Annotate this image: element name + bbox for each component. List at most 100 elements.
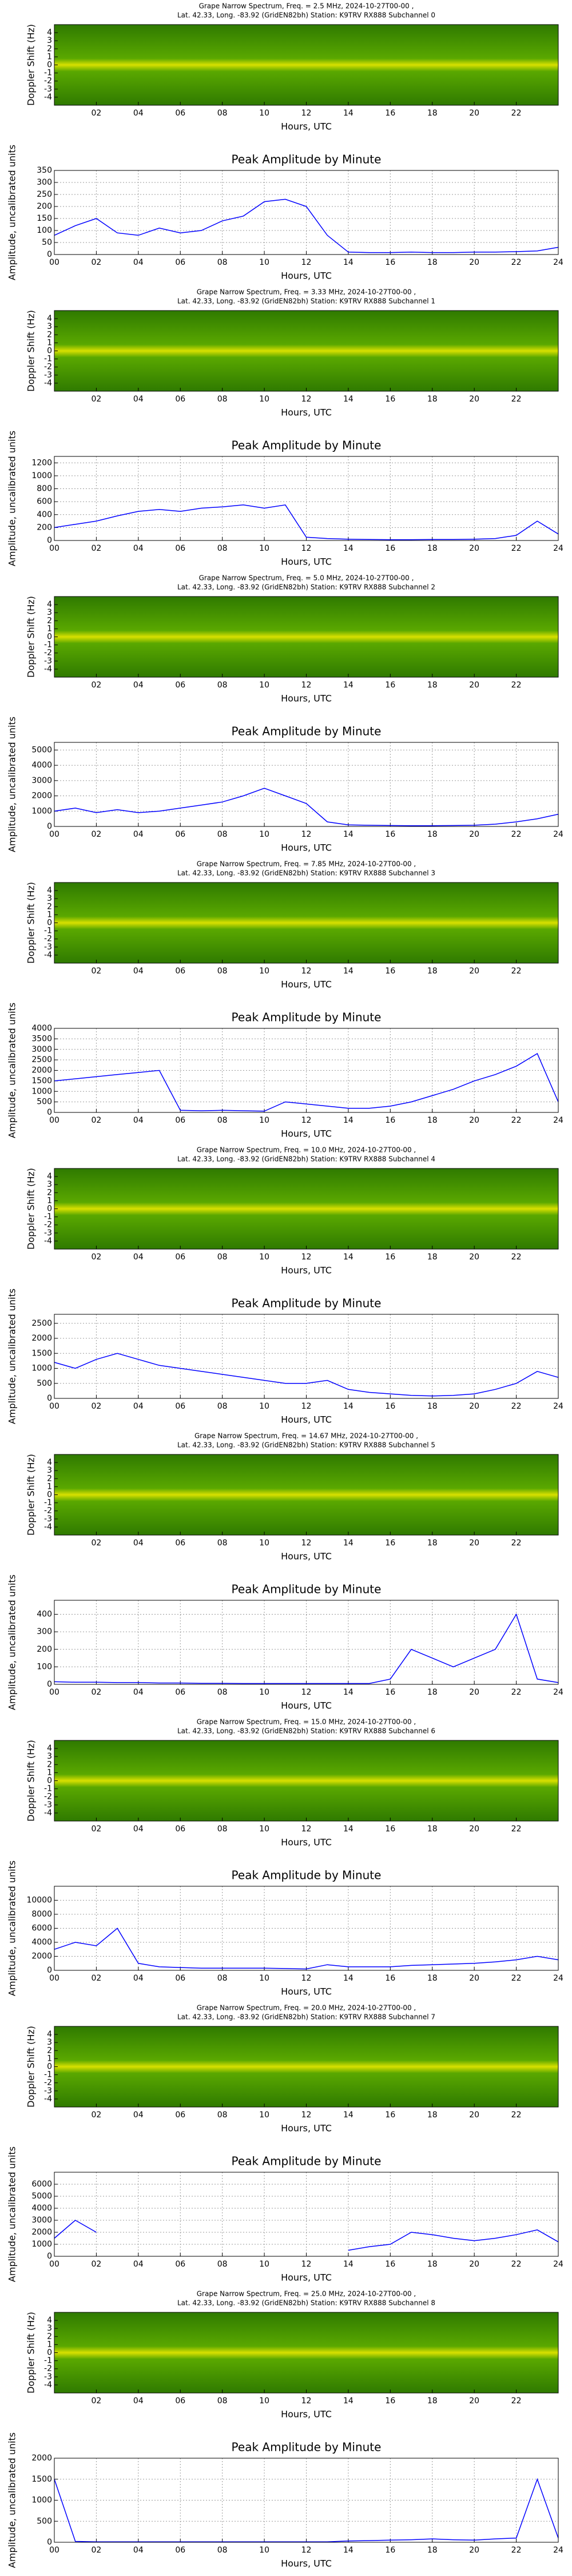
y-tick-label: 0 <box>47 250 52 259</box>
y-tick-label: 2000 <box>31 792 52 801</box>
x-tick-label: 18 <box>427 1539 438 1548</box>
y-tick-label: -3 <box>44 1800 52 1810</box>
x-tick-label: 22 <box>511 1539 522 1548</box>
x-tick-label: 02 <box>92 681 102 690</box>
x-tick-label: 02 <box>92 1688 102 1697</box>
x-tick-label: 08 <box>217 1402 228 1411</box>
chart-title: Grape Narrow Spectrum, Freq. = 7.85 MHz,… <box>197 860 416 868</box>
x-tick-label: 00 <box>49 1974 59 1983</box>
x-tick-label: 04 <box>133 1402 144 1411</box>
y-axis-label: Doppler Shift (Hz) <box>26 596 37 678</box>
y-tick-label: -4 <box>44 379 52 388</box>
y-tick-label: 2000 <box>31 1952 52 1961</box>
y-tick-label: 500 <box>37 1098 52 1107</box>
plot-frame <box>54 2026 559 2108</box>
y-tick-label: 4 <box>47 886 52 895</box>
y-tick-label: -4 <box>44 93 52 102</box>
x-tick-label: 02 <box>92 109 102 118</box>
y-tick-label: 4 <box>47 1172 52 1181</box>
x-tick-label: 20 <box>469 830 479 839</box>
spectrogram-image <box>54 311 558 391</box>
y-tick-label: 4000 <box>31 1938 52 1947</box>
x-tick-label: 22 <box>511 1253 522 1262</box>
plot-frame <box>54 596 559 678</box>
x-tick-label: 22 <box>511 2260 522 2269</box>
x-tick-label: 20 <box>469 1539 479 1548</box>
x-tick-label: 08 <box>217 830 228 839</box>
y-tick-label: 300 <box>37 1627 52 1636</box>
x-tick-label: 12 <box>301 395 312 404</box>
chart-title: Peak Amplitude by Minute <box>232 1583 382 1596</box>
chart-title: Peak Amplitude by Minute <box>232 153 382 166</box>
x-tick-label: 22 <box>511 681 522 690</box>
x-tick-label: 04 <box>133 1539 144 1548</box>
x-axis-label: Hours, UTC <box>281 556 332 567</box>
y-tick-label: 0 <box>47 2252 52 2261</box>
x-axis-label: Hours, UTC <box>281 407 332 418</box>
x-tick-label: 12 <box>301 544 312 553</box>
x-tick-label: 24 <box>553 1688 563 1697</box>
x-tick-label: 14 <box>343 109 353 118</box>
y-tick-label: -4 <box>44 1808 52 1818</box>
x-tick-label: 16 <box>385 967 395 976</box>
y-tick-label: 2000 <box>31 2454 52 2463</box>
y-tick-label: 3 <box>47 1466 52 1475</box>
x-axis-label: Hours, UTC <box>281 1265 332 1276</box>
x-tick-label: 00 <box>49 1402 59 1411</box>
spectrogram-image <box>54 2312 558 2393</box>
x-tick-label: 14 <box>343 967 353 976</box>
x-tick-label: 02 <box>92 967 102 976</box>
y-axis-label: Amplitude, uncalibrated units <box>7 1003 18 1138</box>
x-tick-label: 18 <box>427 1253 438 1262</box>
x-tick-label: 16 <box>385 1253 395 1262</box>
x-tick-label: 04 <box>133 2396 144 2406</box>
chart-title: Grape Narrow Spectrum, Freq. = 14.67 MHz… <box>194 1432 418 1440</box>
x-tick-label: 10 <box>259 830 269 839</box>
x-tick-label: 06 <box>175 1539 185 1548</box>
y-tick-label: 2000 <box>31 1066 52 1075</box>
x-tick-label: 20 <box>469 967 479 976</box>
x-tick-label: 06 <box>175 2110 185 2120</box>
x-tick-label: 22 <box>511 1974 522 1983</box>
chart-subtitle: Lat. 42.33, Long. -83.92 (GridEN82bh) St… <box>177 869 435 877</box>
chart-title: Grape Narrow Spectrum, Freq. = 25.0 MHz,… <box>197 2290 416 2298</box>
x-tick-label: 04 <box>133 2546 144 2555</box>
y-tick-label: 0 <box>47 1108 52 1117</box>
y-tick-label: 1200 <box>31 458 52 467</box>
amplitude-line <box>54 1613 559 1684</box>
x-tick-label: 20 <box>469 544 479 553</box>
x-tick-label: 10 <box>259 258 269 267</box>
x-tick-label: 18 <box>427 1824 438 1834</box>
y-tick-label: 0 <box>47 1966 52 1975</box>
x-tick-label: 12 <box>301 2260 312 2269</box>
y-tick-label: -3 <box>44 1514 52 1524</box>
x-tick-label: 06 <box>175 1824 185 1834</box>
x-tick-label: 14 <box>343 1824 353 1834</box>
x-tick-label: 06 <box>175 2396 185 2406</box>
y-tick-label: 500 <box>37 2517 52 2526</box>
x-tick-label: 20 <box>469 1688 479 1697</box>
y-tick-label: 1 <box>47 2340 52 2349</box>
x-tick-label: 16 <box>385 1974 395 1983</box>
x-tick-label: 10 <box>259 395 269 404</box>
x-tick-label: 10 <box>259 1974 269 1983</box>
y-tick-label: 150 <box>37 214 52 223</box>
x-tick-label: 04 <box>133 544 144 553</box>
y-tick-label: 1500 <box>31 2475 52 2484</box>
x-axis-label: Hours, UTC <box>281 1551 332 1562</box>
x-tick-label: 06 <box>175 395 185 404</box>
chart-subtitle: Lat. 42.33, Long. -83.92 (GridEN82bh) St… <box>177 1727 435 1735</box>
x-tick-label: 06 <box>175 2546 185 2555</box>
x-tick-label: 18 <box>427 2260 438 2269</box>
chart-title: Grape Narrow Spectrum, Freq. = 10.0 MHz,… <box>197 1146 416 1154</box>
x-tick-label: 20 <box>469 1824 479 1834</box>
x-tick-label: 02 <box>92 1539 102 1548</box>
x-tick-label: 10 <box>259 544 269 553</box>
plot-frame <box>54 310 559 392</box>
y-tick-label: 3500 <box>31 1034 52 1043</box>
x-tick-label: 08 <box>217 109 228 118</box>
y-tick-label: 3000 <box>31 1045 52 1054</box>
x-tick-label: 14 <box>343 1539 353 1548</box>
x-tick-label: 12 <box>301 681 312 690</box>
y-tick-label: 6000 <box>31 2180 52 2189</box>
